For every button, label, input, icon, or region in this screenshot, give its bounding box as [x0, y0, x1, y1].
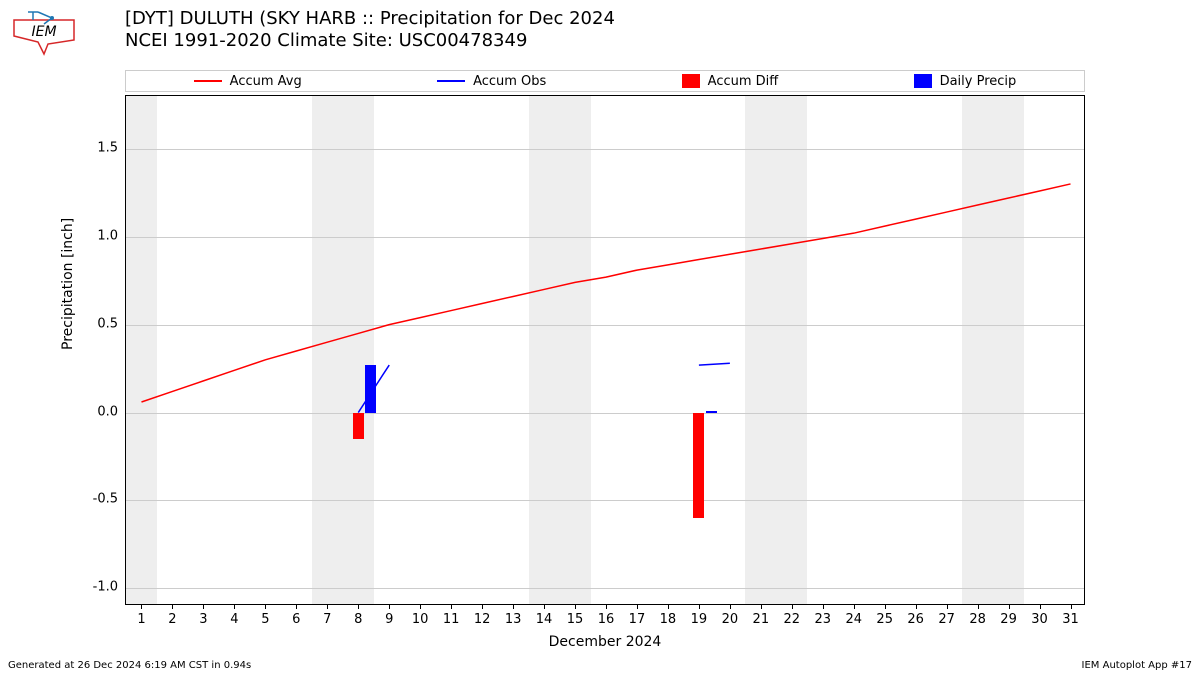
legend-box-swatch	[914, 74, 932, 88]
chart-title: [DYT] DULUTH (SKY HARB :: Precipitation …	[125, 8, 615, 52]
x-tick	[265, 604, 266, 609]
x-tick	[203, 604, 204, 609]
x-tick-label: 17	[629, 612, 646, 627]
legend-item: Daily Precip	[914, 74, 1017, 89]
x-tick	[792, 604, 793, 609]
x-tick-label: 15	[567, 612, 584, 627]
x-tick-label: 13	[505, 612, 522, 627]
legend: Accum Avg Accum Obs Accum Diff Daily Precip	[125, 70, 1085, 92]
y-tick-label: 1.5	[58, 140, 118, 155]
plot-area: December 2024 12345678910111213141516171…	[125, 95, 1085, 605]
x-tick-label: 11	[443, 612, 460, 627]
bar	[706, 411, 717, 413]
x-tick-label: 21	[753, 612, 770, 627]
x-tick	[668, 604, 669, 609]
x-tick	[172, 604, 173, 609]
x-tick	[730, 604, 731, 609]
x-tick	[234, 604, 235, 609]
x-tick-label: 24	[845, 612, 862, 627]
x-tick	[1040, 604, 1041, 609]
x-axis-label: December 2024	[126, 634, 1084, 650]
x-tick	[916, 604, 917, 609]
legend-line-swatch	[437, 80, 465, 82]
x-tick	[513, 604, 514, 609]
x-tick	[451, 604, 452, 609]
x-tick	[637, 604, 638, 609]
x-tick	[327, 604, 328, 609]
x-tick-label: 30	[1031, 612, 1048, 627]
x-tick	[854, 604, 855, 609]
x-tick	[606, 604, 607, 609]
x-tick	[947, 604, 948, 609]
x-tick	[575, 604, 576, 609]
legend-item: Accum Diff	[682, 74, 779, 89]
footer-generated: Generated at 26 Dec 2024 6:19 AM CST in …	[8, 660, 251, 671]
x-tick	[544, 604, 545, 609]
title-line-1: [DYT] DULUTH (SKY HARB :: Precipitation …	[125, 8, 615, 30]
x-tick	[482, 604, 483, 609]
y-axis-label: Precipitation [inch]	[60, 218, 76, 350]
x-tick-label: 10	[412, 612, 429, 627]
x-tick-label: 1	[137, 612, 145, 627]
legend-line-swatch	[194, 80, 222, 82]
x-tick-label: 3	[199, 612, 207, 627]
x-tick	[885, 604, 886, 609]
series-line	[141, 184, 1070, 402]
footer-app: IEM Autoplot App #17	[1082, 660, 1192, 671]
x-tick	[358, 604, 359, 609]
x-tick-label: 28	[969, 612, 986, 627]
x-tick-label: 19	[691, 612, 708, 627]
x-tick-label: 8	[354, 612, 362, 627]
x-tick-label: 29	[1000, 612, 1017, 627]
x-tick-label: 14	[536, 612, 553, 627]
legend-item: Accum Avg	[194, 74, 302, 89]
x-tick-label: 9	[385, 612, 393, 627]
legend-label: Accum Avg	[230, 74, 302, 89]
x-tick	[1009, 604, 1010, 609]
svg-text:IEM: IEM	[31, 24, 56, 40]
y-tick-label: 0.0	[58, 404, 118, 419]
x-tick-label: 27	[938, 612, 955, 627]
x-tick	[978, 604, 979, 609]
legend-item: Accum Obs	[437, 74, 546, 89]
x-tick	[823, 604, 824, 609]
x-tick	[141, 604, 142, 609]
x-tick-label: 12	[474, 612, 491, 627]
iem-logo: IEM	[8, 6, 80, 56]
x-tick-label: 22	[784, 612, 801, 627]
bar	[693, 413, 704, 519]
series-line	[358, 363, 730, 412]
x-tick-label: 6	[292, 612, 300, 627]
x-tick-label: 26	[907, 612, 924, 627]
x-tick-label: 31	[1062, 612, 1079, 627]
x-tick	[699, 604, 700, 609]
x-tick	[420, 604, 421, 609]
legend-label: Daily Precip	[940, 74, 1017, 89]
bar	[365, 365, 376, 412]
x-tick-label: 7	[323, 612, 331, 627]
x-tick-label: 18	[660, 612, 677, 627]
title-line-2: NCEI 1991-2020 Climate Site: USC00478349	[125, 30, 615, 52]
x-tick-label: 5	[261, 612, 269, 627]
x-tick-label: 4	[230, 612, 238, 627]
bar	[353, 413, 364, 439]
line-layer	[126, 96, 1084, 604]
legend-box-swatch	[682, 74, 700, 88]
x-tick-label: 16	[598, 612, 615, 627]
x-tick	[761, 604, 762, 609]
y-tick-label: -1.0	[58, 580, 118, 595]
x-tick	[296, 604, 297, 609]
x-tick-label: 23	[814, 612, 831, 627]
legend-label: Accum Obs	[473, 74, 546, 89]
legend-label: Accum Diff	[708, 74, 779, 89]
y-tick-label: -0.5	[58, 492, 118, 507]
x-tick	[1071, 604, 1072, 609]
x-tick-label: 25	[876, 612, 893, 627]
x-tick-label: 20	[722, 612, 739, 627]
x-tick	[389, 604, 390, 609]
x-tick-label: 2	[168, 612, 176, 627]
